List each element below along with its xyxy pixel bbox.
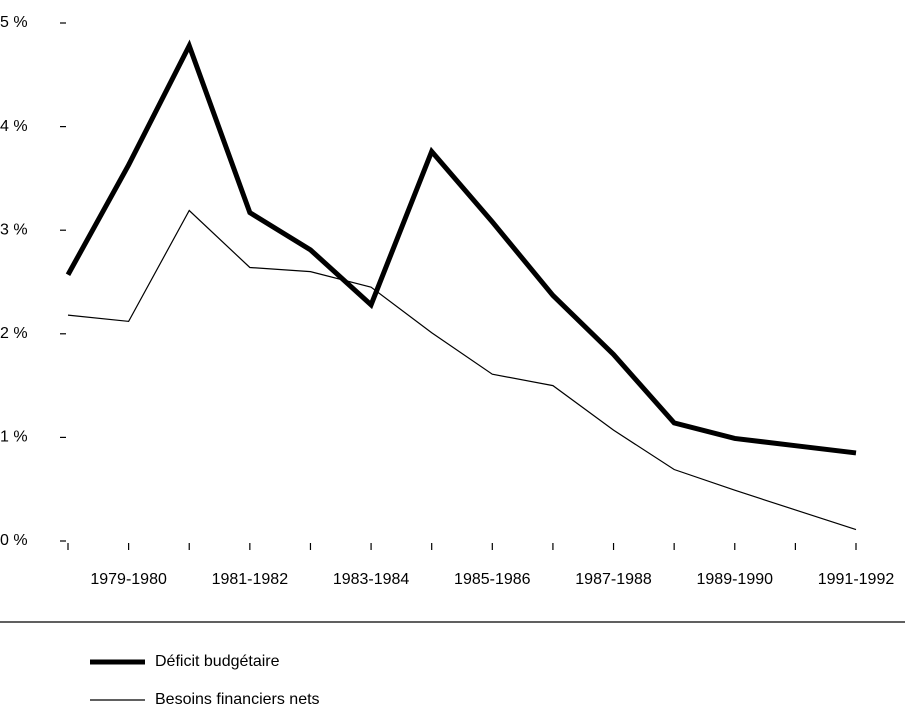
series-line xyxy=(65,39,857,456)
y-tick-label: 5 % xyxy=(0,14,28,31)
y-tick-label: 4 % xyxy=(0,118,28,135)
x-tick-label: 1991-1992 xyxy=(818,571,895,588)
x-tick-label: 1983-1984 xyxy=(333,571,410,588)
x-tick-label: 1989-1990 xyxy=(697,571,774,588)
y-tick-label: 0 % xyxy=(0,532,28,549)
x-tick-label: 1981-1982 xyxy=(212,571,289,588)
y-tick-label: 3 % xyxy=(0,221,28,238)
legend-label: Déficit budgétaire xyxy=(155,653,280,670)
x-tick-label: 1979-1980 xyxy=(90,571,167,588)
series-line xyxy=(67,209,857,531)
x-tick-label: 1985-1986 xyxy=(454,571,531,588)
legend-label: Besoins financiers nets xyxy=(155,691,320,708)
y-tick-label: 2 % xyxy=(0,325,28,342)
y-tick-label: 1 % xyxy=(0,429,28,446)
x-tick-label: 1987-1988 xyxy=(575,571,652,588)
